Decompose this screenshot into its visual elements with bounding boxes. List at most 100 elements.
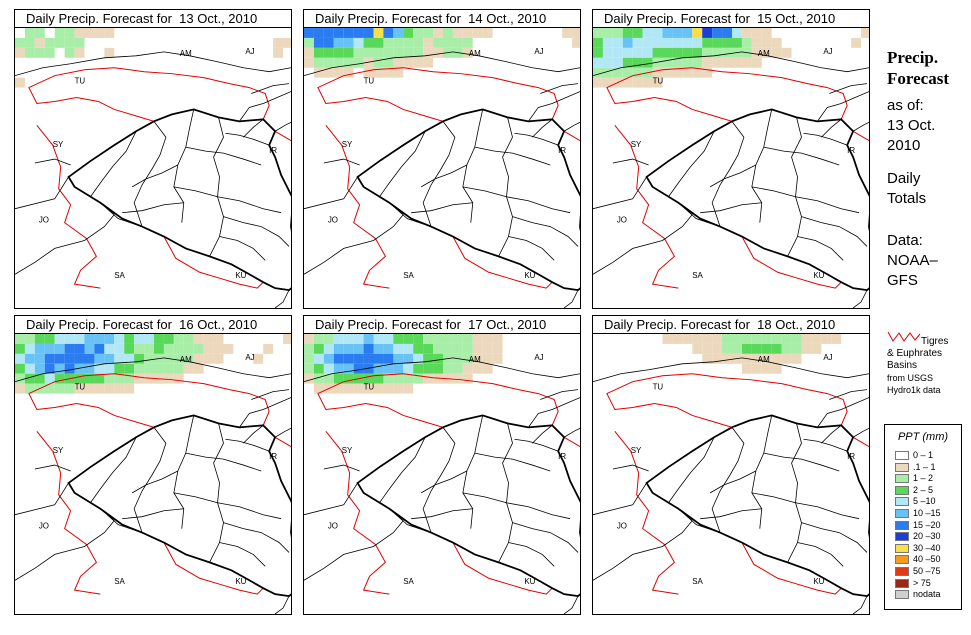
precip-cell [323,363,334,374]
precip-cell [791,343,802,354]
precip-cell [64,383,75,394]
border-line [323,158,360,166]
country-label-ir: IR [847,452,855,461]
precip-cell [333,343,344,354]
precip-cell [173,363,184,374]
precip-cell [682,47,693,58]
border-line [498,117,513,257]
precip-cell [632,57,643,68]
precip-cell [313,353,324,364]
legend-swatch [895,462,909,472]
border-line [304,51,580,77]
precip-cell [702,67,713,78]
precip-cell [74,353,85,364]
precip-cell [702,28,713,38]
precip-cell [124,383,135,394]
precip-cell [333,67,344,78]
border-line [185,452,262,472]
border-line [852,595,868,614]
data-line: Data: [887,232,923,249]
border-line [563,595,579,614]
basin-outline [163,542,264,595]
legend-swatch [895,509,909,518]
precip-cell [193,343,204,354]
precip-cell [144,334,154,344]
basin-outline [317,67,559,122]
daily-totals-note: Daily Totals [887,169,926,209]
border-line [420,164,467,188]
precip-cell [393,383,404,394]
panel-title: Daily Precip. Forecast for 13 Oct., 2010 [15,10,291,28]
precip-cell [54,373,65,384]
precip-cell [403,343,414,354]
precip-cell [722,28,732,38]
precip-cell [173,334,184,344]
country-label-sa: SA [692,577,703,586]
precip-cell [403,383,414,394]
precip-cell [751,57,762,68]
precip-cell [333,37,344,48]
precip-cell [313,28,324,38]
country-label-sy: SY [631,446,642,455]
precip-cell [343,57,354,68]
border-line [462,492,571,520]
border-line [225,438,270,452]
precip-cell [642,37,653,48]
legend-label: 15 –20 [913,519,941,530]
precip-cell [692,37,703,48]
border-line [593,214,693,275]
country-label-tu: TU [75,383,86,392]
precip-cell [751,334,762,344]
precip-cell [761,28,772,38]
precip-cell [462,334,473,344]
precip-map: AM AJ TU SY IR JO SA KU [15,334,291,614]
precip-cell [383,67,394,78]
precip-cell [373,334,384,344]
precip-cell [751,353,762,364]
precip-cell [44,343,55,354]
precip-cell [741,334,752,344]
border-line [323,464,360,472]
country-label-ir: IR [558,452,566,461]
border-line [223,216,290,247]
precip-cell [15,373,25,384]
basin-outline [28,67,270,122]
precip-cell [363,334,374,344]
precip-cell [771,343,782,354]
forecast-panel-3: Daily Precip. Forecast for 15 Oct., 2010… [592,9,870,309]
precip-cell [652,67,663,78]
precip-cell [811,334,822,344]
precip-cell [94,334,105,344]
precip-cell [373,343,384,354]
precip-cell [54,343,65,354]
border-line [173,109,195,223]
precip-cell [153,334,164,344]
precip-cell [343,373,354,384]
precip-cell [363,37,374,48]
precip-cell [114,383,125,394]
precip-cell [632,37,643,48]
border-line [563,289,579,308]
country-label-sa: SA [403,577,414,586]
basin-outline [606,373,848,428]
precip-cell [662,57,673,68]
precip-cell [682,334,693,344]
border-line [133,427,167,533]
precip-cell [94,343,105,354]
precip-cell [593,77,603,88]
forecast-panel-6: Daily Precip. Forecast for 18 Oct., 2010… [592,315,870,615]
basin-outline [36,430,101,595]
precip-cell [791,334,802,344]
precip-cell [702,353,713,364]
precip-cell [24,334,35,344]
precip-cell [761,353,772,364]
panel-title: Daily Precip. Forecast for 17 Oct., 2010 [304,316,580,334]
border-line [514,438,559,452]
precip-cell [383,343,394,354]
precip-cell [363,28,374,38]
precip-cell [413,28,424,38]
precip-cell [134,343,145,354]
legend-swatch [895,497,909,507]
country-label-am: AM [469,49,481,58]
border-line [15,51,291,77]
